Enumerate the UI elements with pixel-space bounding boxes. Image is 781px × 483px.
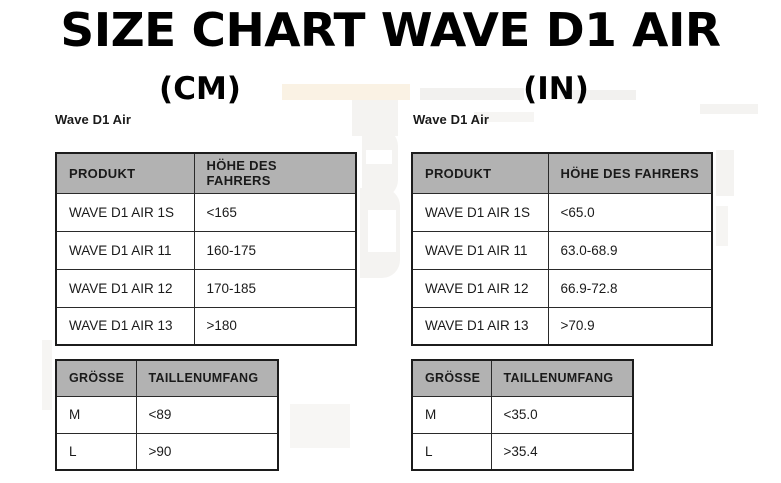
table-header-row: PRODUKT HÖHE DES FAHRERS (55, 152, 357, 194)
cell-product: WAVE D1 AIR 12 (411, 268, 549, 308)
cell-size: M (411, 395, 492, 434)
column-header-rider-height: HÖHE DES FAHRERS (193, 152, 357, 194)
product-size-table-cm: PRODUKT HÖHE DES FAHRERS WAVE D1 AIR 1S … (55, 152, 357, 346)
cell-size: M (55, 395, 137, 434)
section-label-cm: Wave D1 Air (55, 112, 131, 127)
column-header-size: GRÖSSE (411, 359, 492, 397)
cell-rider-height: >70.9 (547, 306, 713, 346)
cell-rider-height: 160-175 (193, 230, 357, 270)
table-row: WAVE D1 AIR 1S <65.0 (411, 192, 713, 232)
table-header-row: GRÖSSE TAILLENUMFANG (55, 359, 279, 397)
unit-heading-cm: (CM) (159, 71, 241, 107)
table-row: L >90 (55, 432, 279, 471)
cell-waist: >35.4 (490, 432, 634, 471)
table-row: L >35.4 (411, 432, 634, 471)
column-header-rider-height: HÖHE DES FAHRERS (547, 152, 713, 194)
cell-product: WAVE D1 AIR 11 (411, 230, 549, 270)
cell-size: L (411, 432, 492, 471)
table-row: WAVE D1 AIR 13 >180 (55, 306, 357, 346)
table-row: M <35.0 (411, 395, 634, 434)
cell-product: WAVE D1 AIR 1S (411, 192, 549, 232)
column-header-waist: TAILLENUMFANG (490, 359, 634, 397)
table-row: WAVE D1 AIR 11 63.0-68.9 (411, 230, 713, 270)
cell-rider-height: >180 (193, 306, 357, 346)
page-title: SIZE CHART WAVE D1 AIR (60, 3, 721, 57)
cell-product: WAVE D1 AIR 13 (55, 306, 195, 346)
waist-size-table-cm: GRÖSSE TAILLENUMFANG M <89 L >90 (55, 359, 279, 471)
cell-waist: <89 (135, 395, 279, 434)
column-header-waist: TAILLENUMFANG (135, 359, 279, 397)
table-row: WAVE D1 AIR 13 >70.9 (411, 306, 713, 346)
table-row: WAVE D1 AIR 12 170-185 (55, 268, 357, 308)
cell-rider-height: <165 (193, 192, 357, 232)
table-row: WAVE D1 AIR 1S <165 (55, 192, 357, 232)
cell-product: WAVE D1 AIR 1S (55, 192, 195, 232)
table-row: WAVE D1 AIR 12 66.9-72.8 (411, 268, 713, 308)
cell-product: WAVE D1 AIR 13 (411, 306, 549, 346)
table-header-row: PRODUKT HÖHE DES FAHRERS (411, 152, 713, 194)
cell-rider-height: 170-185 (193, 268, 357, 308)
cell-rider-height: 63.0-68.9 (547, 230, 713, 270)
table-row: M <89 (55, 395, 279, 434)
product-size-table-in: PRODUKT HÖHE DES FAHRERS WAVE D1 AIR 1S … (411, 152, 713, 346)
cell-rider-height: <65.0 (547, 192, 713, 232)
cell-product: WAVE D1 AIR 12 (55, 268, 195, 308)
column-header-produkt: PRODUKT (411, 152, 549, 194)
unit-heading-in: (IN) (523, 71, 589, 107)
waist-size-table-in: GRÖSSE TAILLENUMFANG M <35.0 L >35.4 (411, 359, 634, 471)
cell-product: WAVE D1 AIR 11 (55, 230, 195, 270)
table-header-row: GRÖSSE TAILLENUMFANG (411, 359, 634, 397)
cell-size: L (55, 432, 137, 471)
cell-waist: >90 (135, 432, 279, 471)
table-row: WAVE D1 AIR 11 160-175 (55, 230, 357, 270)
cell-waist: <35.0 (490, 395, 634, 434)
cell-rider-height: 66.9-72.8 (547, 268, 713, 308)
column-header-produkt: PRODUKT (55, 152, 195, 194)
column-header-size: GRÖSSE (55, 359, 137, 397)
section-label-in: Wave D1 Air (413, 112, 489, 127)
